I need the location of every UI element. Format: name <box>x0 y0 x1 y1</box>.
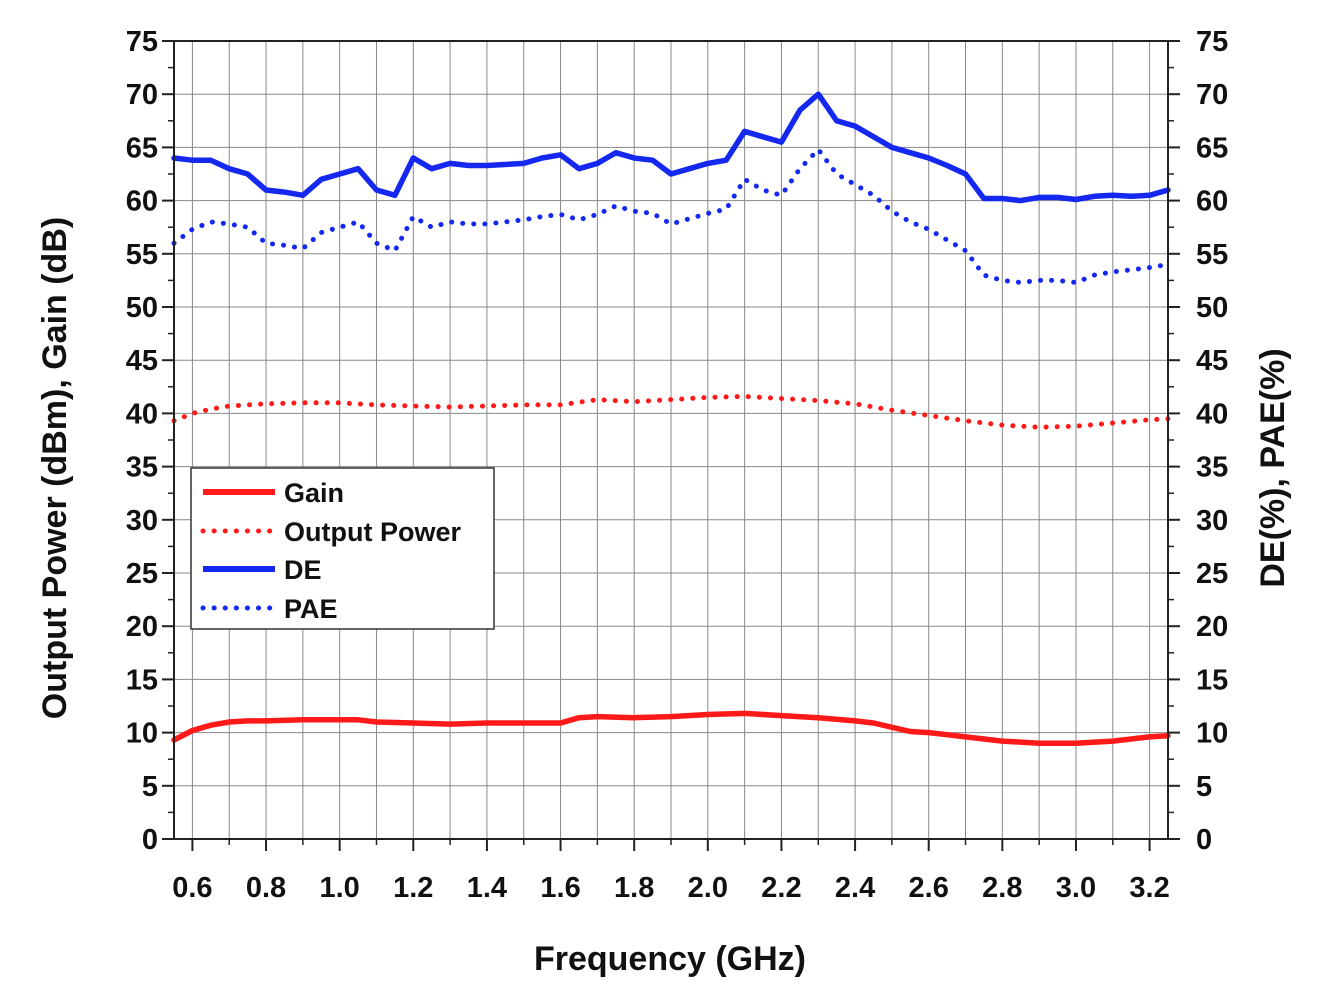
series-line-gain <box>171 710 1171 746</box>
y-tick-label-right: 55 <box>1196 239 1228 271</box>
y-tick-label-right: 75 <box>1196 26 1228 58</box>
x-axis-title: Frequency (GHz) <box>534 940 806 978</box>
y-tick-label-left: 20 <box>126 611 158 643</box>
y-axis-left-title: Output Power (dBm), Gain (dB) <box>36 217 74 719</box>
y-tick-label-right: 70 <box>1196 79 1228 111</box>
legend-de-label: DE <box>284 555 322 585</box>
y-tick-label-left: 50 <box>126 292 158 324</box>
y-tick-label-right: 5 <box>1196 771 1212 803</box>
series-line-pae <box>171 147 1171 285</box>
x-tick-label: 2.8 <box>982 872 1022 904</box>
y-tick-label-right: 10 <box>1196 718 1228 750</box>
y-tick-label-right: 15 <box>1196 664 1228 696</box>
y-tick-label-left: 35 <box>126 452 158 484</box>
y-tick-label-left: 0 <box>142 824 158 856</box>
legend: Gain Output Power DE PAE <box>190 467 495 630</box>
y-tick-label-left: 5 <box>142 771 158 803</box>
x-tick-label: 0.6 <box>172 872 212 904</box>
y-tick-label-right: 20 <box>1196 611 1228 643</box>
y-tick-label-left: 45 <box>126 345 158 377</box>
y-tick-label-left: 25 <box>126 558 158 590</box>
y-tick-label-left: 15 <box>126 664 158 696</box>
x-tick-label: 2.2 <box>761 872 801 904</box>
x-tick-label: 0.8 <box>246 872 286 904</box>
y-tick-label-right: 65 <box>1196 132 1228 164</box>
y-tick-label-right: 50 <box>1196 292 1228 324</box>
y-tick-label-right: 60 <box>1196 186 1228 218</box>
y-tick-label-left: 55 <box>126 239 158 271</box>
x-tick-label: 1.4 <box>467 872 507 904</box>
legend-output-power-label: Output Power <box>284 517 461 547</box>
x-tick-label: 2.6 <box>909 872 949 904</box>
x-tick-label: 2.4 <box>835 872 875 904</box>
y-tick-label-left: 10 <box>126 718 158 750</box>
series-line-de <box>171 91 1171 204</box>
x-tick-label: 3.0 <box>1056 872 1096 904</box>
x-tick-label: 1.0 <box>320 872 360 904</box>
y-tick-label-left: 40 <box>126 398 158 430</box>
y-tick-label-right: 45 <box>1196 345 1228 377</box>
x-tick-label: 1.2 <box>393 872 433 904</box>
y-tick-label-right: 30 <box>1196 505 1228 537</box>
series-layer <box>171 91 1171 746</box>
y-tick-label-left: 70 <box>126 79 158 111</box>
y-tick-label-left: 75 <box>126 26 158 58</box>
y-tick-label-right: 0 <box>1196 824 1212 856</box>
x-tick-label: 1.8 <box>614 872 654 904</box>
x-tick-label: 3.2 <box>1129 872 1169 904</box>
y-tick-label-right: 40 <box>1196 398 1228 430</box>
y-axis-right-title: DE(%), PAE(%) <box>1254 348 1292 587</box>
x-tick-label: 1.6 <box>540 872 580 904</box>
legend-gain-label: Gain <box>284 478 344 508</box>
y-tick-label-left: 30 <box>126 505 158 537</box>
x-tick-label: 2.0 <box>688 872 728 904</box>
y-tick-label-right: 35 <box>1196 452 1228 484</box>
y-tick-label-left: 65 <box>126 132 158 164</box>
y-tick-label-right: 25 <box>1196 558 1228 590</box>
legend-pae-label: PAE <box>284 594 338 624</box>
y-tick-label-left: 60 <box>126 186 158 218</box>
grid <box>174 40 1168 840</box>
series-line-output-power <box>171 393 1171 430</box>
